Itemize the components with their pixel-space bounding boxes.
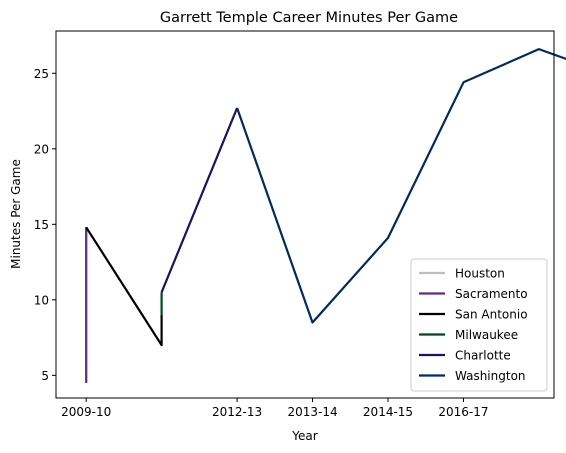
legend-label-4: Charlotte <box>455 349 511 363</box>
series-line-2 <box>85 226 163 347</box>
x-tick-label-4: 2016-17 <box>438 405 488 419</box>
x-tick-label-1: 2012-13 <box>212 405 262 419</box>
y-axis-label: Minutes Per Game <box>9 159 23 269</box>
y-tick-label-4: 25 <box>34 67 49 81</box>
legend-label-2: San Antonio <box>455 308 528 322</box>
y-tick-label-1: 10 <box>34 293 49 307</box>
x-tick-label-2: 2013-14 <box>287 405 337 419</box>
legend-label-5: Washington <box>455 369 526 383</box>
legend: Houston Sacramento San Antonio Milwaukee Cha… <box>410 258 548 392</box>
y-tick-label-0: 5 <box>41 369 49 383</box>
chart-title: Garrett Temple Career Minutes Per Game <box>160 10 458 26</box>
plot-area <box>85 47 566 383</box>
y-tick-label-2: 15 <box>34 218 49 232</box>
legend-label-3: Milwaukee <box>455 328 518 342</box>
legend-box <box>410 258 548 392</box>
legend-label-1: Sacramento <box>455 287 528 301</box>
plot-frame <box>55 30 555 399</box>
series-line-4 <box>160 107 239 293</box>
series-line-5 <box>236 47 566 324</box>
x-tick-label-3: 2014-15 <box>363 405 413 419</box>
axes: 2009-10 2012-13 2013-14 2014-15 2016-17 5 10 15… <box>34 67 489 419</box>
y-tick-label-3: 20 <box>34 142 49 156</box>
x-tick-label-0: 2009-10 <box>61 405 111 419</box>
legend-label-0: Houston <box>455 267 505 281</box>
x-axis-label: Year <box>291 429 317 443</box>
